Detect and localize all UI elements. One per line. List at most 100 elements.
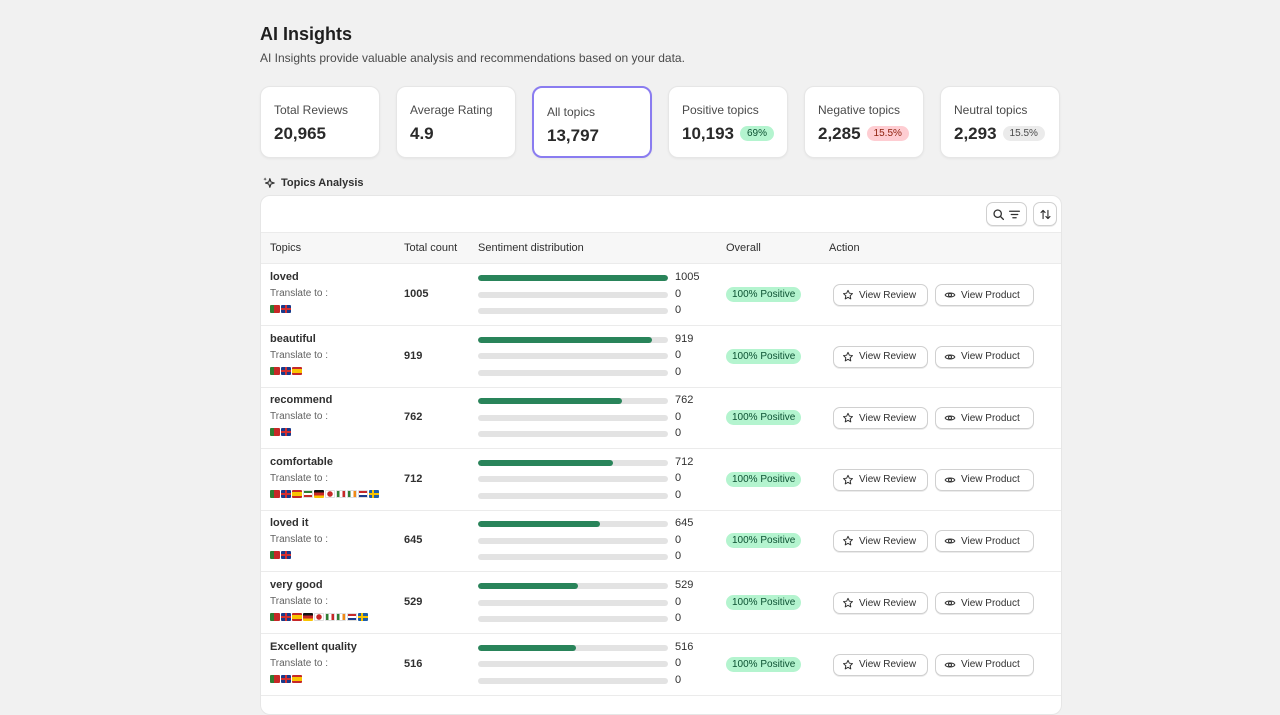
view-product-button[interactable]: View Product [935, 407, 1034, 430]
sentiment-bar-fill-positive [478, 336, 652, 343]
section-title-label: Topics Analysis [281, 177, 364, 189]
translation-flags [270, 674, 302, 684]
sentiment-bar-neutral [478, 616, 668, 622]
sentiment-count-neutral: 0 [675, 427, 682, 440]
star-icon [843, 413, 853, 423]
topic-total-count: 919 [404, 349, 423, 362]
view-review-label: View Review [859, 535, 917, 547]
sentiment-bar-negative [478, 353, 668, 360]
table-row: loved it Translate to : 645 645 0 0 100% Posit… [261, 510, 1061, 573]
sort-button[interactable] [1033, 202, 1057, 226]
flag-es-icon [292, 613, 302, 621]
sentiment-bar-neutral [478, 369, 668, 376]
topic-total-count: 762 [404, 411, 423, 424]
stat-card[interactable]: All topics 13,797 [532, 86, 652, 158]
sentiment-count-positive: 516 [675, 640, 694, 653]
overall-sentiment-badge: 100% Positive [726, 533, 802, 549]
stat-card[interactable]: Negative topics 2,285 15.5% [804, 86, 924, 158]
view-product-button[interactable]: View Product [935, 653, 1034, 676]
stat-card[interactable]: Positive topics 10,193 69% [668, 86, 788, 158]
sentiment-count-neutral: 0 [675, 365, 682, 378]
flag-pt-icon [270, 428, 280, 437]
column-header-overall[interactable]: Overall [726, 242, 761, 254]
table-row: comfortable Translate to : 712 712 0 0 100% Po… [261, 449, 1061, 511]
star-icon [843, 351, 853, 361]
stat-card[interactable]: Average Rating 4.9 [396, 86, 516, 158]
sentiment-bar-neutral [478, 308, 668, 314]
stat-card[interactable]: Neutral topics 2,293 15.5% [940, 86, 1060, 158]
sentiment-bar-positive [478, 459, 668, 466]
stat-card-number: 4.9 [410, 124, 434, 143]
view-review-label: View Review [859, 474, 917, 486]
table-row: very good Translate to : 529 529 0 0 100% Posi… [261, 572, 1061, 634]
view-review-button[interactable]: View Review [833, 530, 928, 553]
flag-ie-icon [347, 489, 357, 498]
stat-card-number: 2,285 [818, 124, 861, 143]
view-product-button[interactable]: View Product [935, 345, 1034, 368]
stat-card[interactable]: Total Reviews 20,965 [260, 86, 380, 158]
column-header-total-count[interactable]: Total count [404, 242, 458, 254]
column-header-sentiment-distribution[interactable]: Sentiment distribution [478, 242, 584, 254]
flag-it-icon [325, 613, 335, 621]
translate-label: Translate to : [270, 411, 328, 423]
flag-gb-icon [281, 613, 291, 621]
topic-name: comfortable [270, 455, 333, 468]
column-header-topics[interactable]: Topics [270, 242, 302, 254]
view-review-button[interactable]: View Review [833, 653, 928, 676]
star-icon [843, 659, 853, 669]
view-product-button[interactable]: View Product [935, 284, 1034, 306]
overall-sentiment-badge: 100% Positive [726, 656, 802, 672]
sentiment-bar-neutral [478, 677, 668, 684]
translate-label: Translate to : [270, 349, 328, 361]
stat-card-value: 2,293 15.5% [954, 124, 1045, 144]
overall-sentiment-badge: 100% Positive [726, 471, 802, 487]
translation-flags [270, 428, 291, 437]
topic-name: Excellent quality [270, 640, 357, 653]
column-header-action: Action [829, 242, 860, 254]
translate-label: Translate to : [270, 534, 328, 546]
flag-pt-icon [270, 366, 280, 375]
view-product-button[interactable]: View Product [935, 468, 1034, 491]
sentiment-bar-positive [478, 275, 668, 281]
view-review-button[interactable]: View Review [833, 345, 928, 368]
stats-cards: Total Reviews 20,965 Average Rating 4.9 All … [260, 86, 1062, 160]
table-row: beautiful Translate to : 919 919 0 0 100% Posi… [261, 326, 1061, 388]
view-product-button[interactable]: View Product [935, 592, 1034, 614]
search-filter-button[interactable] [986, 202, 1027, 226]
stat-card-label: All topics [547, 105, 596, 119]
translation-flags [270, 305, 291, 314]
sentiment-bar-fill-positive [478, 459, 613, 466]
eye-icon [944, 477, 956, 483]
sentiment-count-neutral: 0 [675, 488, 682, 501]
sentiment-bar-negative [478, 661, 668, 668]
sentiment-bar-fill-positive [478, 644, 576, 651]
flag-pt-icon [270, 674, 280, 683]
flag-gb-icon [281, 551, 291, 560]
view-review-label: View Review [859, 659, 917, 671]
filter-icon [1009, 210, 1020, 218]
view-review-button[interactable]: View Review [833, 468, 928, 491]
table-row: Excellent quality Translate to : 516 516 0 0 1… [261, 634, 1061, 696]
flag-pt-icon [270, 551, 280, 560]
sentiment-count-neutral: 0 [675, 612, 682, 624]
topic-total-count: 516 [404, 657, 423, 670]
topics-table: Topics Total count Sentiment distributio… [260, 195, 1062, 715]
sentiment-count-positive: 919 [675, 332, 694, 345]
stat-card-badge: 69% [740, 126, 775, 141]
topic-total-count: 712 [404, 472, 423, 485]
view-review-button[interactable]: View Review [833, 592, 928, 614]
view-review-button[interactable]: View Review [833, 284, 928, 306]
sentiment-count-negative: 0 [675, 595, 682, 608]
topic-name: very good [270, 579, 323, 591]
star-icon [843, 289, 853, 300]
translate-label: Translate to : [270, 288, 328, 299]
stat-card-number: 2,293 [954, 124, 997, 143]
view-review-button[interactable]: View Review [833, 407, 928, 430]
stat-card-number: 10,193 [682, 124, 734, 143]
stat-card-badge: 15.5% [1002, 126, 1045, 141]
view-product-button[interactable]: View Product [935, 530, 1034, 553]
eye-icon [944, 538, 956, 544]
view-product-label: View Product [961, 412, 1020, 424]
topic-name: recommend [270, 394, 333, 407]
translate-label: Translate to : [270, 472, 328, 484]
